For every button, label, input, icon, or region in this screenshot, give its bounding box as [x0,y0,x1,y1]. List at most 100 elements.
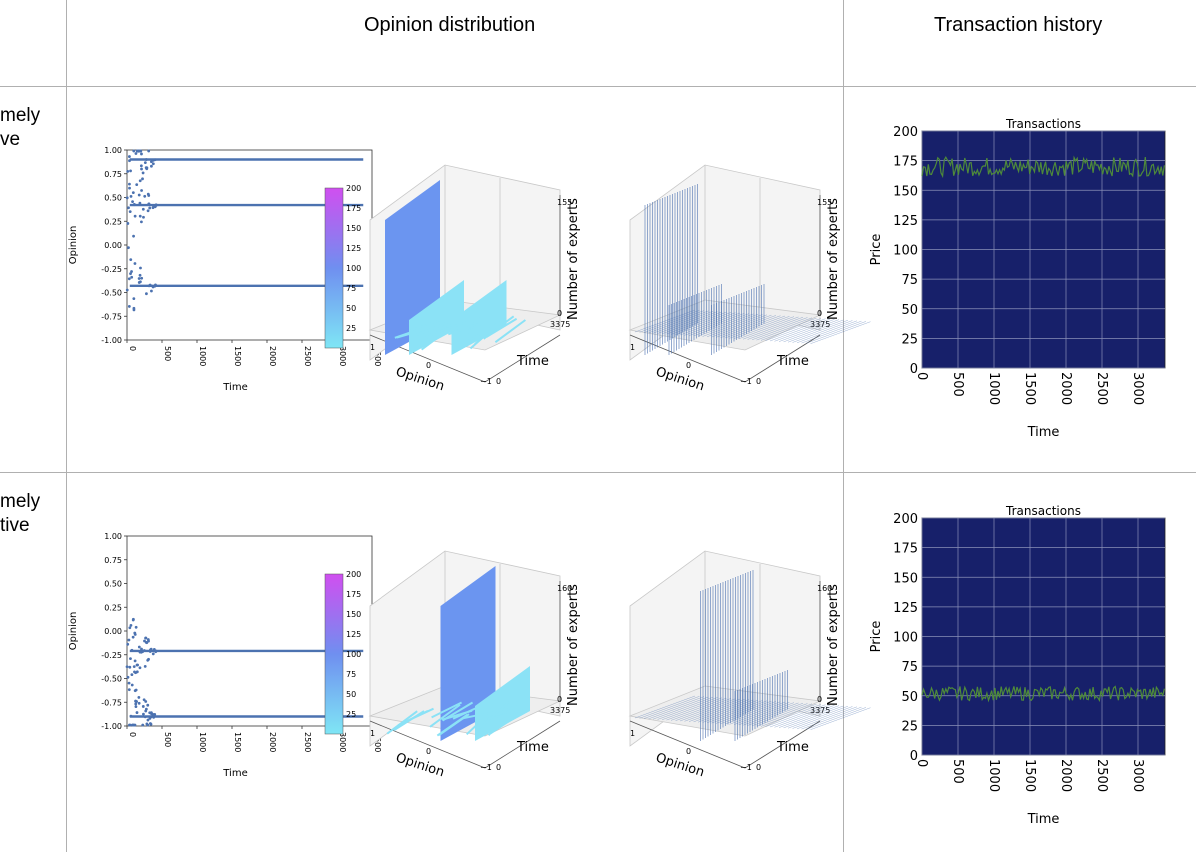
wire-floor-line [675,312,736,335]
wire-floor-line [652,697,714,720]
data-point [131,618,135,622]
surface-streak [466,705,498,736]
wire-floor-line [742,317,804,340]
data-point [138,201,142,205]
wire-floor-line [634,695,696,719]
y-tick-label: 0 [910,749,918,764]
wire-floor-line [805,321,867,344]
wire-floor-line [747,703,808,726]
wire-floor-line [688,699,750,722]
data-point [129,272,132,276]
surface-streak [462,711,494,720]
colorbar-tick-label: 75 [346,670,356,679]
data-point [134,699,137,703]
colorbar: 200 175 150 125 100 75 50 25 [324,184,361,349]
data-point [125,665,129,669]
data-point [133,214,137,218]
data-point [154,650,158,654]
y-tick-label: 75 [901,660,918,675]
row-label: mely ve [0,104,40,152]
data-point [129,194,133,198]
data-point [135,183,139,187]
data-point [139,164,143,168]
opinion-scatter-chart: 1.00 0.75 0.50 0.25 0.00 -0.25 -0.50 -0.75 -1.00… [68,146,382,393]
y-tick-label: 100 [893,244,918,259]
colorbar-tick-label: 100 [346,650,361,659]
row-label-line: ve [0,129,21,150]
opinion-tick-label: −1 [740,763,752,772]
wire-floor-line [675,698,736,721]
x-axis-label: Time [222,382,247,393]
z-tick-label: 0 [817,695,822,704]
wire-floor-line [769,704,831,728]
data-point [134,625,138,629]
colorbar-tick-label: 25 [346,710,356,719]
data-point [132,149,136,153]
wire-floor-line [760,318,822,341]
wire-floor-line [643,310,705,333]
colorbar-tick-label: 50 [346,304,356,313]
x-tick-label: 0 [914,372,929,380]
wire-floor-line [792,706,853,729]
wire-floor-line [639,696,700,719]
chart-title: Transactions [1005,504,1081,518]
data-point [146,718,150,722]
x-tick-label: 2500 [1094,372,1109,405]
wire-floor-line [787,706,849,729]
y-tick-label: 125 [893,601,918,616]
colorbar-tick-label: 125 [346,630,361,639]
data-point [144,709,148,713]
wire-floor-line [702,700,763,723]
data-point [153,712,157,716]
data-point [129,258,133,262]
x-tick-label: 2000 [268,346,277,366]
surface-streak [416,321,448,336]
x-tick-label: 2000 [268,732,277,752]
row-label-line: mely [0,105,41,126]
x-tick-label: 1000 [198,732,207,752]
data-point [137,696,141,699]
wire-floor-line [661,311,723,334]
wire-floor-line [711,700,772,724]
data-point [137,277,141,280]
x-axis-label: Time [1027,812,1060,827]
colorbar-bar [324,573,344,735]
y-tick-label: 0.25 [104,603,122,612]
data-point [141,207,145,211]
y-tick-label: 1.00 [104,532,122,541]
z-tick-label: 155 [817,198,832,207]
opinion-axis [369,720,486,769]
x-tick-label: 3000 [338,732,347,752]
wire-floor-line [738,316,799,340]
data-point [134,702,138,706]
y-tick-label: 0.75 [104,170,122,179]
row-label-line: tive [0,515,30,536]
wire-floor-line [666,311,727,335]
wire-floor-line [778,319,840,342]
wire-floor-line [666,697,727,721]
header-transaction-history: Transaction history [934,14,1103,36]
time-axis-label: Time [516,354,549,369]
y-tick-label: -0.75 [101,312,122,321]
time-axis [484,334,561,383]
data-point [127,681,131,685]
data-point [152,158,155,162]
opinion-tick-label: 1 [630,729,635,738]
colorbar-tick-label: 25 [346,324,356,333]
wire-floor-line [657,697,718,720]
surface-streak [458,315,490,341]
data-point [133,670,136,674]
y-axis-label: Price [869,621,884,653]
time-tick-label: 0 [756,377,761,386]
x-tick-label: 1000 [986,372,1001,405]
wire-floor-line [733,316,795,339]
x-tick-label: 1000 [986,759,1001,792]
data-point [128,159,131,163]
data-point [148,206,152,210]
data-point [138,179,142,183]
wire-floor-line [783,705,844,729]
data-point [150,289,153,293]
data-point [137,701,141,705]
wire-floor-line [810,321,871,344]
